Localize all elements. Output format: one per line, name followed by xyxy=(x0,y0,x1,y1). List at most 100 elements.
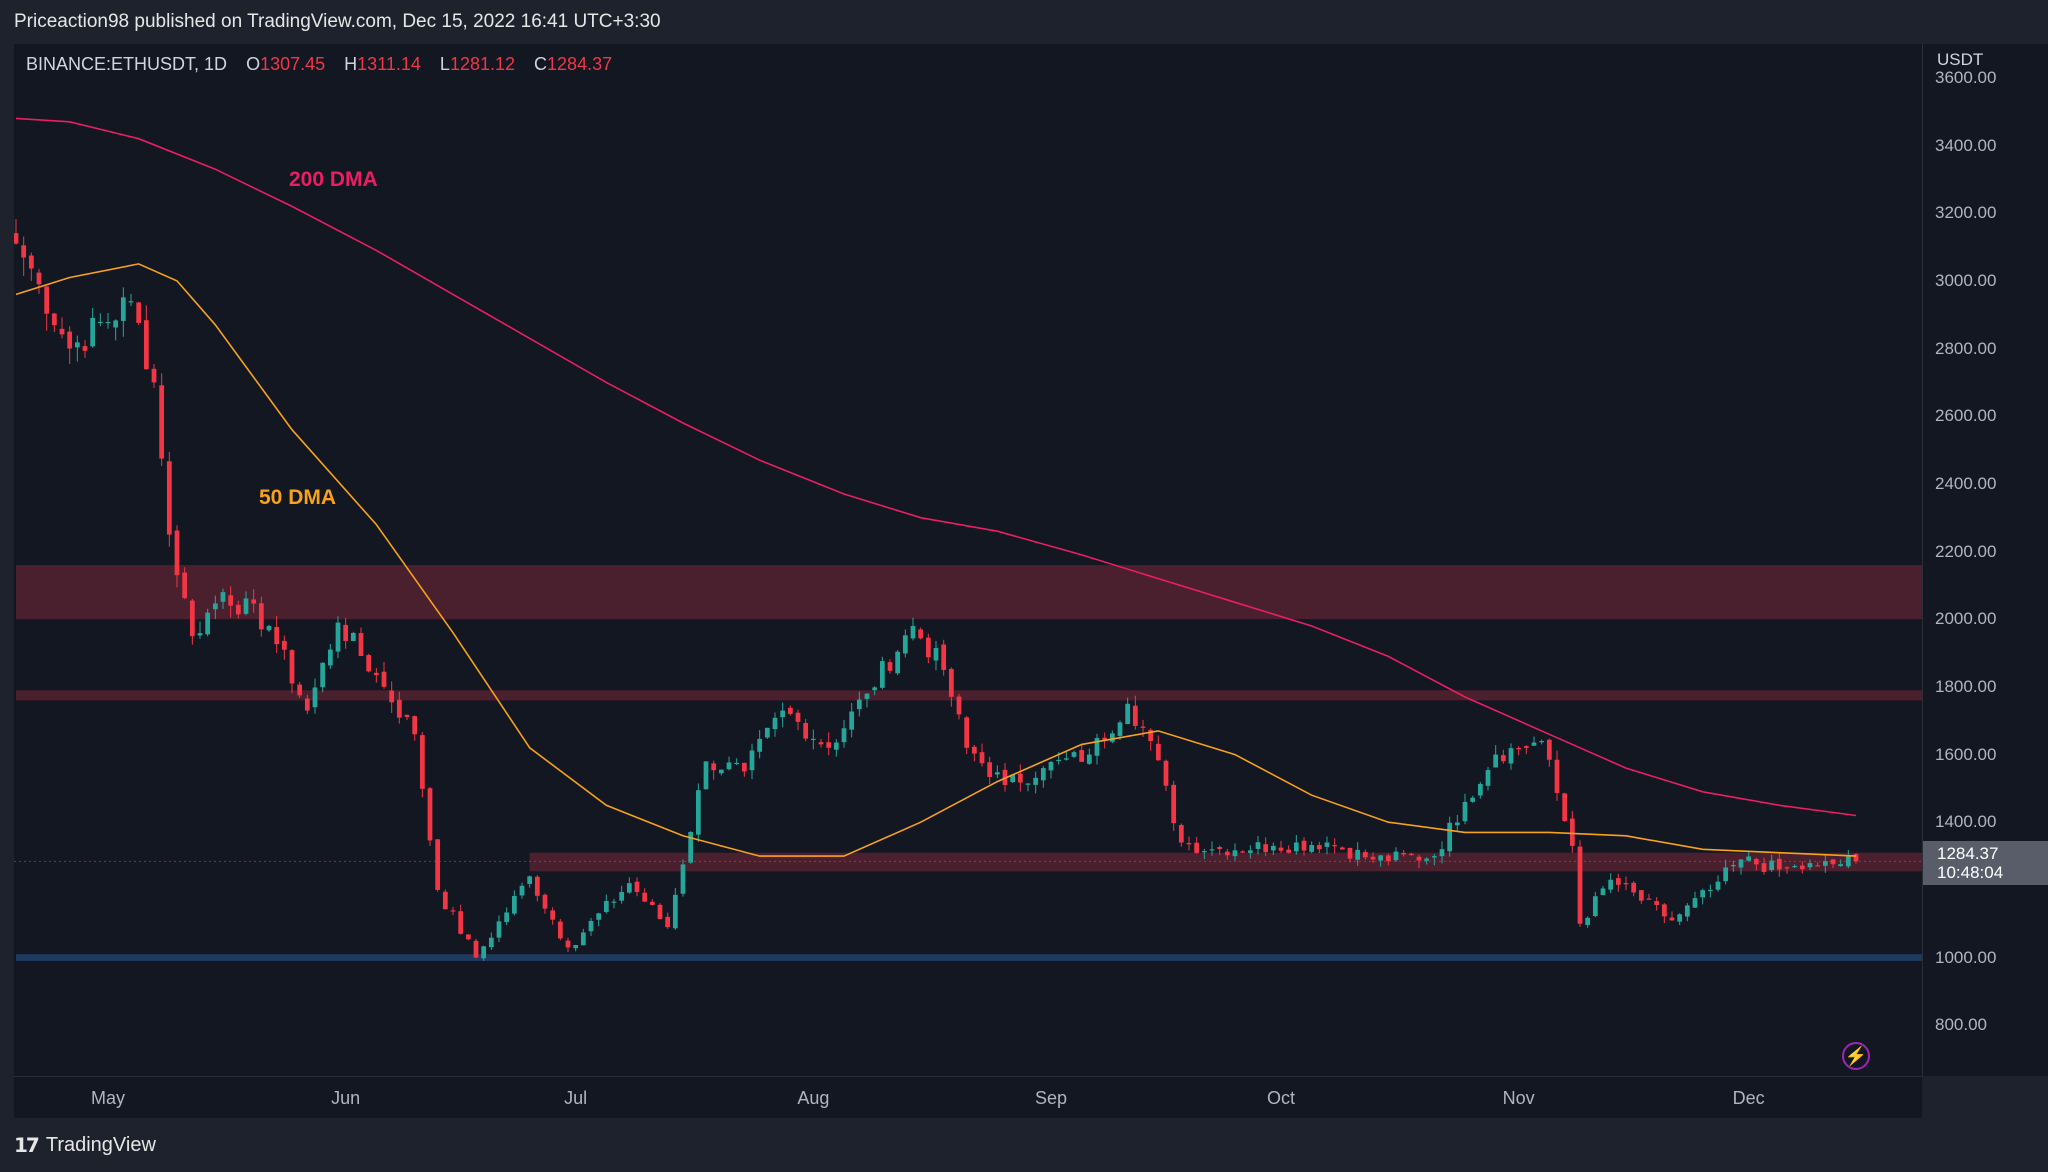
candle-body xyxy=(327,649,333,666)
candle-body xyxy=(1700,890,1706,898)
support-zone-1270 xyxy=(529,852,1922,872)
chart-canvas[interactable] xyxy=(14,44,1922,1076)
low-value: 1281.12 xyxy=(449,54,516,74)
candle-body xyxy=(243,598,249,614)
candle-body xyxy=(1623,883,1629,885)
candle-body xyxy=(1661,904,1667,917)
candle-body xyxy=(251,599,257,604)
price-axis-unit: USDT xyxy=(1937,50,1984,69)
candle-body xyxy=(1278,847,1284,851)
footer: 𝟭𝟳 TradingView xyxy=(0,1118,2048,1172)
candle-body xyxy=(189,600,195,637)
candle-body xyxy=(450,910,456,912)
chart-pane[interactable]: BINANCE:ETHUSDT, 1D O1307.45 H1311.14 L1… xyxy=(14,44,1922,1076)
tradingview-logo[interactable]: 𝟭𝟳 TradingView xyxy=(14,1133,156,1158)
low-label: L xyxy=(439,54,450,74)
candle-body xyxy=(1546,739,1552,760)
candle-body xyxy=(918,629,924,639)
candle-body xyxy=(1125,703,1131,725)
candle-body xyxy=(427,788,433,841)
price-tick-label: 3000.00 xyxy=(1935,270,1997,290)
candle-body xyxy=(1048,761,1054,771)
candle-body xyxy=(205,612,211,635)
candle-body xyxy=(657,904,663,919)
candle-body xyxy=(120,297,126,321)
candle-body xyxy=(21,245,27,258)
candle-body xyxy=(1201,851,1207,853)
candle-body xyxy=(711,763,717,771)
candle-body xyxy=(1638,890,1644,901)
candle-body xyxy=(504,912,510,923)
candle-body xyxy=(1140,726,1146,728)
close-label: C xyxy=(534,54,548,74)
candle-body xyxy=(228,595,234,606)
candle-body xyxy=(1531,742,1537,746)
candle-body xyxy=(557,921,563,939)
candle-body xyxy=(619,892,625,901)
last-price: 1284.37 xyxy=(1937,844,1999,864)
candle-body xyxy=(1608,879,1614,890)
candle-body xyxy=(1033,777,1039,785)
publish-header: Priceaction98 published on TradingView.c… xyxy=(0,0,2048,44)
candle-body xyxy=(1155,743,1161,761)
candle-body xyxy=(1071,752,1077,757)
candle-body xyxy=(1270,845,1276,851)
candle-body xyxy=(787,707,793,714)
candle-body xyxy=(197,633,203,636)
candle-body xyxy=(274,626,280,645)
lightning-icon[interactable]: ⚡ xyxy=(1842,1042,1870,1070)
candle-body xyxy=(803,722,809,739)
candle-body xyxy=(573,945,579,949)
candle-body xyxy=(1838,864,1844,867)
symbol-label[interactable]: BINANCE:ETHUSDT, 1D xyxy=(26,54,228,74)
candle-body xyxy=(511,895,517,914)
candle-body xyxy=(220,592,226,602)
support-line-1000 xyxy=(16,954,1922,961)
candle-body xyxy=(1148,729,1154,742)
candle-body xyxy=(74,342,80,348)
dma50-line xyxy=(15,263,1857,857)
price-tick-label: 1800.00 xyxy=(1935,676,1997,696)
candle-body xyxy=(174,530,180,576)
candle-body xyxy=(703,761,709,790)
candle-body xyxy=(1086,754,1092,764)
candle-body xyxy=(389,690,395,703)
candle-body xyxy=(895,651,901,674)
candle-body xyxy=(435,839,441,890)
candle-body xyxy=(1232,850,1238,857)
candle-body xyxy=(887,662,893,671)
candle-body xyxy=(159,385,165,459)
candle-body xyxy=(1240,851,1246,853)
candle-body xyxy=(1171,784,1177,824)
candle-body xyxy=(97,321,103,324)
candle-body xyxy=(1822,860,1828,866)
candle-body xyxy=(458,911,464,934)
candle-body xyxy=(1508,748,1514,764)
candle-body xyxy=(1792,865,1798,868)
candle-body xyxy=(519,885,525,896)
time-axis[interactable]: May Jun Jul Aug Sep Oct Nov Dec xyxy=(14,1076,1922,1118)
price-axis[interactable]: USDT 3600.00 3400.00 3200.00 3000.00 2800.00… xyxy=(1922,44,2048,1076)
candle-body xyxy=(1439,849,1445,857)
candle-body xyxy=(534,876,540,896)
close-value: 1284.37 xyxy=(547,54,613,74)
candle-body xyxy=(695,790,701,835)
candle-body xyxy=(136,302,142,323)
price-tick-label: 2200.00 xyxy=(1935,541,1997,561)
time-tick-label: Jul xyxy=(564,1088,588,1108)
candle-body xyxy=(465,934,471,940)
candle-body xyxy=(1056,759,1062,762)
candle-body xyxy=(726,762,732,770)
candle-body xyxy=(358,633,364,656)
candle-body xyxy=(1562,793,1568,821)
candle-body xyxy=(1324,842,1330,847)
resistance-line-1780 xyxy=(16,690,1922,701)
candle-body xyxy=(1378,855,1384,861)
candle-body xyxy=(649,901,655,905)
publish-info: Priceaction98 published on TradingView.c… xyxy=(14,11,661,32)
candle-body xyxy=(1485,770,1491,786)
candle-body xyxy=(987,762,993,778)
open-label: O xyxy=(246,54,261,74)
candle-body xyxy=(1746,856,1752,861)
candle-body xyxy=(1477,783,1483,796)
